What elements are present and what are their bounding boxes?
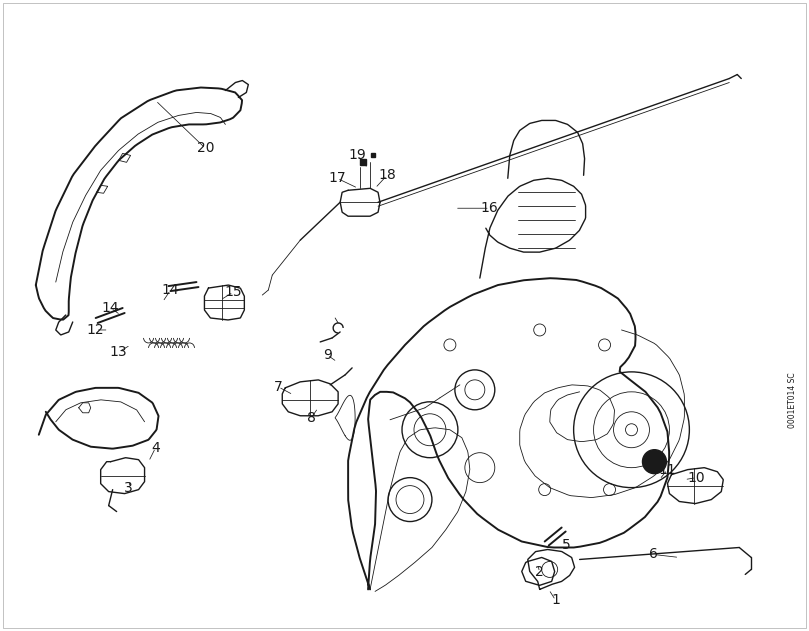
- Text: 4: 4: [151, 440, 160, 455]
- Text: 20: 20: [197, 141, 214, 155]
- Text: 10: 10: [688, 471, 705, 485]
- Text: 8: 8: [307, 411, 316, 425]
- Text: 14: 14: [102, 301, 120, 315]
- Text: 13: 13: [110, 345, 128, 359]
- Text: 12: 12: [87, 323, 104, 337]
- Text: 15: 15: [225, 285, 242, 299]
- Text: 7: 7: [274, 380, 282, 394]
- Text: 2: 2: [536, 565, 544, 579]
- Text: 9: 9: [323, 348, 332, 362]
- Text: 18: 18: [378, 168, 396, 182]
- Text: 5: 5: [562, 538, 571, 553]
- Text: 6: 6: [649, 548, 658, 562]
- Text: 17: 17: [328, 171, 346, 186]
- Text: 14: 14: [162, 283, 180, 297]
- Circle shape: [642, 450, 667, 474]
- Text: 0001ET014 SC: 0001ET014 SC: [788, 372, 797, 428]
- Text: 1: 1: [551, 593, 560, 608]
- Text: 16: 16: [481, 201, 498, 215]
- Text: 11: 11: [659, 463, 676, 476]
- Circle shape: [649, 456, 660, 468]
- Text: 3: 3: [125, 481, 133, 495]
- Text: 19: 19: [348, 148, 366, 162]
